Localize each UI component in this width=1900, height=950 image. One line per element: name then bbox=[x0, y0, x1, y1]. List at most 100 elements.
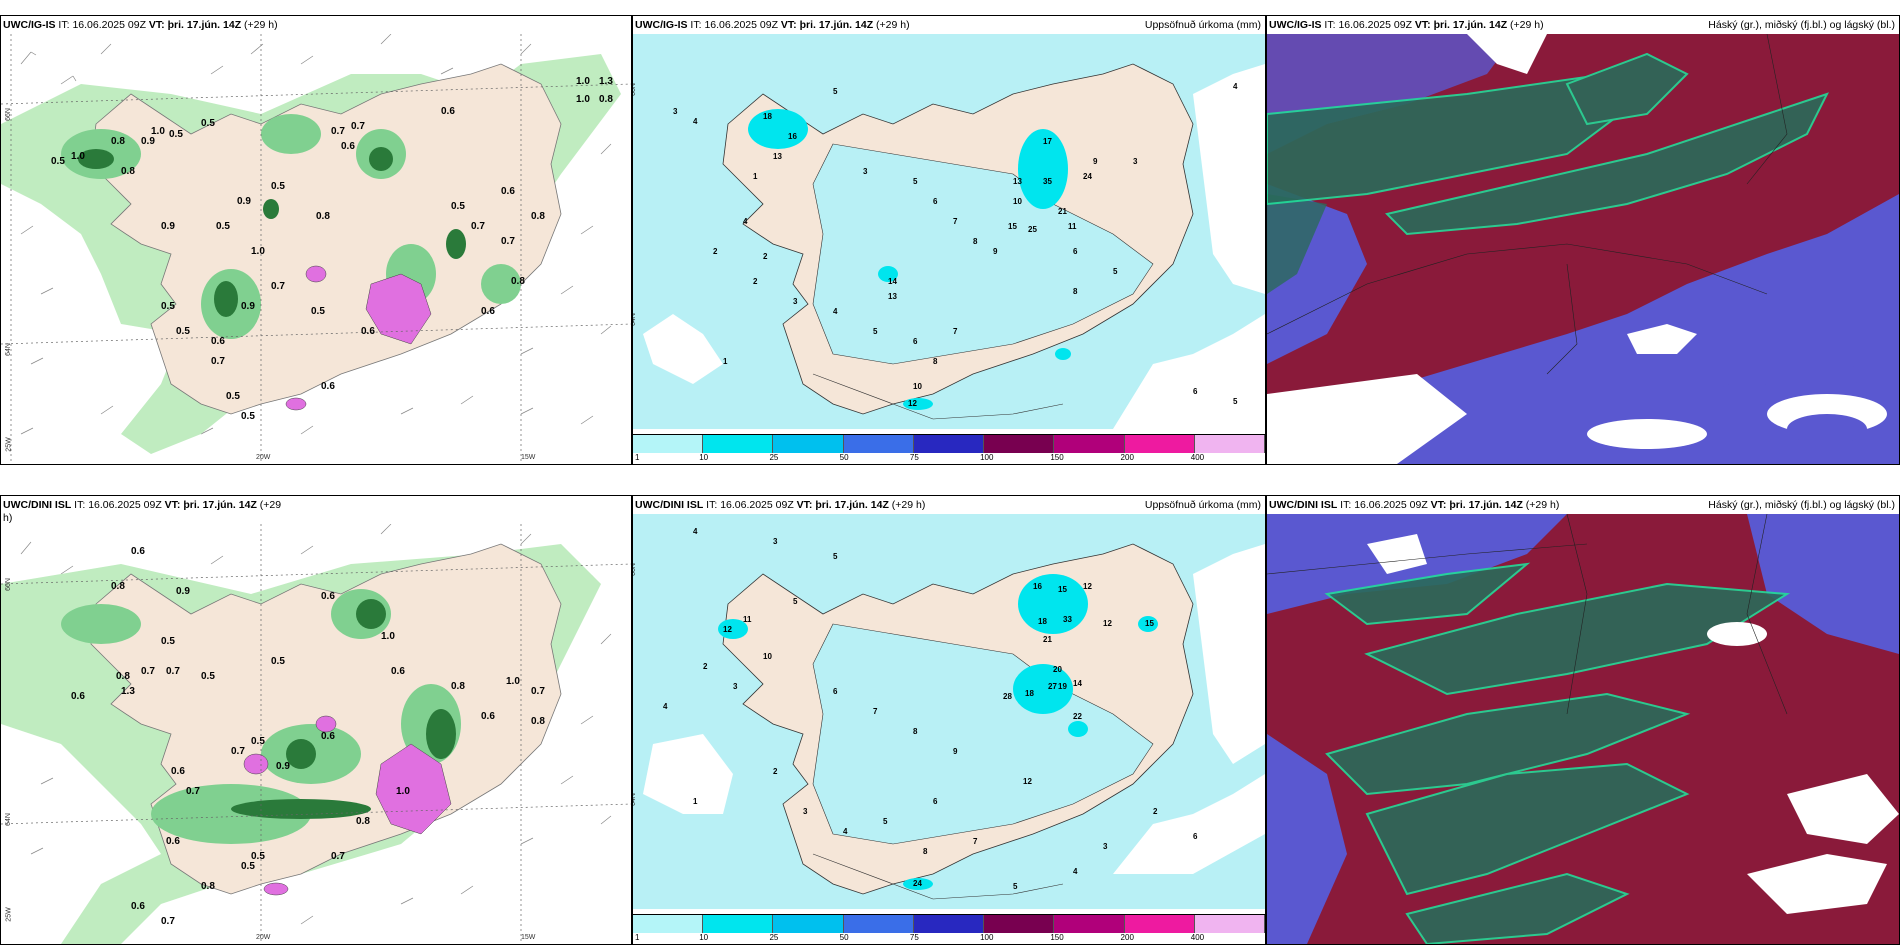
svg-text:18: 18 bbox=[1038, 617, 1047, 626]
svg-text:21: 21 bbox=[1058, 207, 1067, 216]
colorbar-tick: 50 bbox=[839, 453, 849, 462]
svg-text:0.6: 0.6 bbox=[171, 766, 185, 777]
svg-text:2: 2 bbox=[703, 662, 708, 671]
svg-text:35: 35 bbox=[1043, 177, 1052, 186]
precip-wind-map: 0.6 0.5 0.7 0.8 0.9 1.0 0.5 0.6 0.7 0.5 … bbox=[1, 34, 631, 464]
panel-header: UWC/DINI ISL IT: 16.06.2025 09Z VT: þri.… bbox=[1269, 499, 1560, 511]
svg-text:4: 4 bbox=[1233, 82, 1238, 91]
svg-text:0.8: 0.8 bbox=[599, 94, 613, 105]
svg-text:19: 19 bbox=[1058, 682, 1067, 691]
heavy-precip bbox=[231, 599, 456, 819]
svg-text:0.5: 0.5 bbox=[271, 656, 285, 667]
svg-text:0.5: 0.5 bbox=[271, 181, 285, 192]
svg-text:6: 6 bbox=[833, 687, 838, 696]
svg-text:4: 4 bbox=[693, 527, 698, 536]
svg-text:0.6: 0.6 bbox=[166, 836, 180, 847]
svg-text:0.7: 0.7 bbox=[231, 746, 245, 757]
svg-text:4: 4 bbox=[663, 702, 668, 711]
svg-text:4: 4 bbox=[833, 307, 838, 316]
colorbar-tick: 75 bbox=[909, 453, 919, 462]
svg-text:3: 3 bbox=[733, 682, 738, 691]
colorbar-segment bbox=[1054, 435, 1125, 453]
accum-values: 3 4 5 17 35 24 13 10 15 25 21 11 18 16 1… bbox=[673, 82, 1238, 408]
colorbar-tick: 200 bbox=[1120, 453, 1134, 462]
svg-text:24: 24 bbox=[913, 879, 922, 888]
svg-text:0.6: 0.6 bbox=[391, 666, 405, 677]
svg-text:0.9: 0.9 bbox=[241, 301, 255, 312]
colorbar-segment bbox=[773, 435, 844, 453]
svg-text:0.6: 0.6 bbox=[361, 326, 375, 337]
svg-text:8: 8 bbox=[1073, 287, 1078, 296]
colorbar-segment bbox=[843, 915, 914, 933]
colorbar bbox=[633, 914, 1265, 933]
colorbar-tick: 150 bbox=[1050, 933, 1064, 942]
svg-text:0.5: 0.5 bbox=[169, 129, 183, 140]
svg-text:8: 8 bbox=[923, 847, 928, 856]
colorbar-tick: 25 bbox=[769, 453, 779, 462]
svg-text:2: 2 bbox=[1153, 807, 1158, 816]
lon-label: 15W bbox=[521, 454, 536, 461]
colorbar-segment bbox=[1124, 915, 1195, 933]
mid-clouds bbox=[1324, 562, 1791, 944]
accum-values: 4 3 5 16 15 12 18 33 12 21 20 19 15 14 2… bbox=[663, 527, 1198, 891]
panel-bottom-right: UWC/DINI ISL IT: 16.06.2025 09Z VT: þri.… bbox=[1266, 495, 1900, 945]
svg-text:33: 33 bbox=[1063, 615, 1072, 624]
svg-text:4: 4 bbox=[1073, 867, 1078, 876]
svg-text:14: 14 bbox=[888, 277, 897, 286]
lon-label: 20W bbox=[256, 934, 271, 941]
svg-text:2: 2 bbox=[713, 247, 718, 256]
svg-text:5: 5 bbox=[793, 597, 798, 606]
svg-text:4: 4 bbox=[693, 117, 698, 126]
svg-text:0.6: 0.6 bbox=[481, 711, 495, 722]
svg-text:5: 5 bbox=[1013, 882, 1018, 891]
svg-text:12: 12 bbox=[1103, 619, 1112, 628]
svg-text:0.8: 0.8 bbox=[201, 881, 215, 892]
svg-text:3: 3 bbox=[773, 537, 778, 546]
svg-text:7: 7 bbox=[953, 327, 958, 336]
svg-text:13: 13 bbox=[773, 152, 782, 161]
svg-text:7: 7 bbox=[873, 707, 878, 716]
svg-text:0.5: 0.5 bbox=[241, 861, 255, 872]
panel-header: UWC/DINI ISL IT: 16.06.2025 09Z VT: þri.… bbox=[3, 499, 282, 511]
cloud-cover-map bbox=[1267, 34, 1899, 464]
svg-text:0.6: 0.6 bbox=[131, 546, 145, 557]
colorbar-segment bbox=[1054, 915, 1125, 933]
heavy-accum bbox=[718, 574, 1158, 890]
lat-label: 66N bbox=[632, 563, 637, 576]
panel-header: UWC/IG-IS IT: 16.06.2025 09Z VT: þri. 17… bbox=[3, 19, 278, 31]
svg-text:5: 5 bbox=[883, 817, 888, 826]
svg-text:2: 2 bbox=[773, 767, 778, 776]
colorbar-segment bbox=[703, 915, 774, 933]
svg-text:6: 6 bbox=[933, 797, 938, 806]
svg-text:18: 18 bbox=[763, 112, 772, 121]
accumulated-precip-map: 3 4 5 17 35 24 13 10 15 25 21 11 18 16 1… bbox=[633, 34, 1265, 429]
svg-text:1.3: 1.3 bbox=[121, 686, 135, 697]
cloud-cover-map bbox=[1267, 514, 1899, 944]
svg-text:3: 3 bbox=[863, 167, 868, 176]
svg-text:9: 9 bbox=[993, 247, 998, 256]
colorbar-tick: 400 bbox=[1190, 933, 1205, 942]
svg-text:5: 5 bbox=[873, 327, 878, 336]
svg-text:6: 6 bbox=[933, 197, 938, 206]
lon-label: 25W bbox=[5, 437, 13, 452]
panel-header: UWC/IG-IS IT: 16.06.2025 09Z VT: þri. 17… bbox=[1269, 19, 1544, 31]
svg-text:12: 12 bbox=[1023, 777, 1032, 786]
svg-text:12: 12 bbox=[908, 399, 917, 408]
svg-text:5: 5 bbox=[1113, 267, 1118, 276]
svg-text:20: 20 bbox=[1053, 665, 1062, 674]
svg-text:0.9: 0.9 bbox=[276, 761, 290, 772]
colorbar-segment bbox=[913, 915, 985, 933]
colorbar-segment bbox=[633, 435, 704, 453]
svg-text:18: 18 bbox=[1025, 689, 1034, 698]
svg-text:14: 14 bbox=[1073, 679, 1082, 688]
svg-text:2: 2 bbox=[763, 252, 768, 261]
colorbar-segment bbox=[703, 435, 774, 453]
svg-text:7: 7 bbox=[973, 837, 978, 846]
svg-text:5: 5 bbox=[833, 87, 838, 96]
lon-label: 20W bbox=[256, 454, 271, 461]
panel-top-left: UWC/IG-IS IT: 16.06.2025 09Z VT: þri. 17… bbox=[0, 15, 632, 465]
svg-text:16: 16 bbox=[788, 132, 797, 141]
lon-label: 25W bbox=[5, 907, 13, 922]
svg-text:0.8: 0.8 bbox=[111, 581, 125, 592]
svg-text:3: 3 bbox=[803, 807, 808, 816]
